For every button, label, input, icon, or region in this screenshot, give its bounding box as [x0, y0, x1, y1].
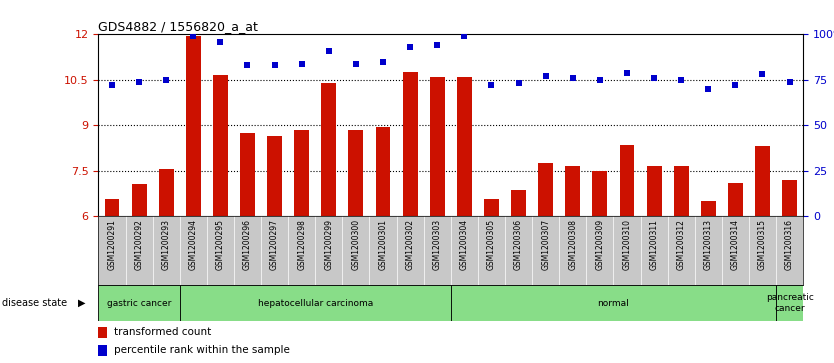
- Text: GSM1200297: GSM1200297: [270, 219, 279, 270]
- Text: pancreatic
cancer: pancreatic cancer: [766, 293, 813, 313]
- Text: GSM1200312: GSM1200312: [676, 219, 686, 270]
- Text: GSM1200311: GSM1200311: [650, 219, 659, 270]
- Text: GSM1200303: GSM1200303: [433, 219, 442, 270]
- Text: GSM1200296: GSM1200296: [243, 219, 252, 270]
- Text: GSM1200306: GSM1200306: [514, 219, 523, 270]
- Point: [485, 82, 498, 88]
- Point: [647, 75, 661, 81]
- Text: transformed count: transformed count: [113, 327, 211, 337]
- Text: GSM1200316: GSM1200316: [785, 219, 794, 270]
- Text: normal: normal: [597, 299, 630, 307]
- Text: GSM1200310: GSM1200310: [622, 219, 631, 270]
- FancyBboxPatch shape: [450, 285, 776, 321]
- Text: GSM1200313: GSM1200313: [704, 219, 713, 270]
- Text: GSM1200294: GSM1200294: [188, 219, 198, 270]
- Bar: [403, 72, 418, 216]
- Bar: [457, 77, 472, 216]
- Text: GSM1200314: GSM1200314: [731, 219, 740, 270]
- Point: [566, 75, 580, 81]
- Text: GSM1200292: GSM1200292: [134, 219, 143, 270]
- Point: [349, 61, 363, 66]
- Point: [268, 62, 281, 68]
- Point: [214, 39, 227, 45]
- Bar: [132, 184, 147, 216]
- FancyBboxPatch shape: [98, 285, 179, 321]
- Bar: [674, 166, 689, 216]
- Bar: [294, 130, 309, 216]
- Bar: [349, 130, 364, 216]
- Text: GSM1200299: GSM1200299: [324, 219, 334, 270]
- Bar: [240, 133, 255, 216]
- Bar: [592, 171, 607, 216]
- FancyBboxPatch shape: [179, 285, 450, 321]
- Bar: [430, 77, 445, 216]
- Point: [675, 77, 688, 83]
- Text: GSM1200291: GSM1200291: [108, 219, 117, 270]
- Bar: [646, 166, 661, 216]
- Bar: [98, 345, 108, 356]
- Point: [404, 44, 417, 50]
- Point: [133, 79, 146, 85]
- Point: [458, 33, 471, 39]
- Text: GSM1200295: GSM1200295: [216, 219, 225, 270]
- Bar: [701, 201, 716, 216]
- Bar: [782, 180, 797, 216]
- Point: [620, 70, 634, 76]
- Bar: [321, 83, 336, 216]
- Point: [187, 33, 200, 39]
- Bar: [538, 163, 553, 216]
- Point: [512, 81, 525, 86]
- Point: [756, 72, 769, 77]
- Bar: [728, 183, 743, 216]
- FancyBboxPatch shape: [776, 285, 803, 321]
- Point: [539, 73, 552, 79]
- Text: GSM1200304: GSM1200304: [460, 219, 469, 270]
- Bar: [565, 166, 580, 216]
- Text: GSM1200302: GSM1200302: [405, 219, 414, 270]
- Text: GSM1200300: GSM1200300: [351, 219, 360, 270]
- Point: [430, 42, 444, 48]
- Text: GSM1200308: GSM1200308: [568, 219, 577, 270]
- Bar: [158, 169, 173, 216]
- Bar: [511, 190, 526, 216]
- Bar: [98, 327, 108, 338]
- Point: [593, 77, 606, 83]
- Point: [701, 86, 715, 92]
- Point: [376, 59, 389, 65]
- Bar: [104, 199, 119, 216]
- Point: [729, 82, 742, 88]
- Text: hepatocellular carcinoma: hepatocellular carcinoma: [258, 299, 373, 307]
- Bar: [755, 146, 770, 216]
- Point: [159, 77, 173, 83]
- Bar: [620, 145, 635, 216]
- Text: GSM1200301: GSM1200301: [379, 219, 388, 270]
- Bar: [213, 76, 228, 216]
- Text: GSM1200307: GSM1200307: [541, 219, 550, 270]
- Text: ▶: ▶: [78, 298, 85, 308]
- Text: disease state: disease state: [2, 298, 67, 308]
- Bar: [375, 127, 390, 216]
- Bar: [267, 136, 282, 216]
- Text: GSM1200309: GSM1200309: [595, 219, 605, 270]
- Text: GSM1200298: GSM1200298: [297, 219, 306, 270]
- Text: GSM1200293: GSM1200293: [162, 219, 171, 270]
- Text: GDS4882 / 1556820_a_at: GDS4882 / 1556820_a_at: [98, 20, 259, 33]
- Text: GSM1200305: GSM1200305: [487, 219, 496, 270]
- Point: [783, 79, 796, 85]
- Text: percentile rank within the sample: percentile rank within the sample: [113, 346, 289, 355]
- Text: gastric cancer: gastric cancer: [107, 299, 171, 307]
- Bar: [484, 199, 499, 216]
- Text: GSM1200315: GSM1200315: [758, 219, 767, 270]
- Point: [295, 61, 309, 66]
- Point: [322, 48, 335, 54]
- Point: [105, 82, 118, 88]
- Point: [241, 62, 254, 68]
- Bar: [186, 36, 201, 216]
